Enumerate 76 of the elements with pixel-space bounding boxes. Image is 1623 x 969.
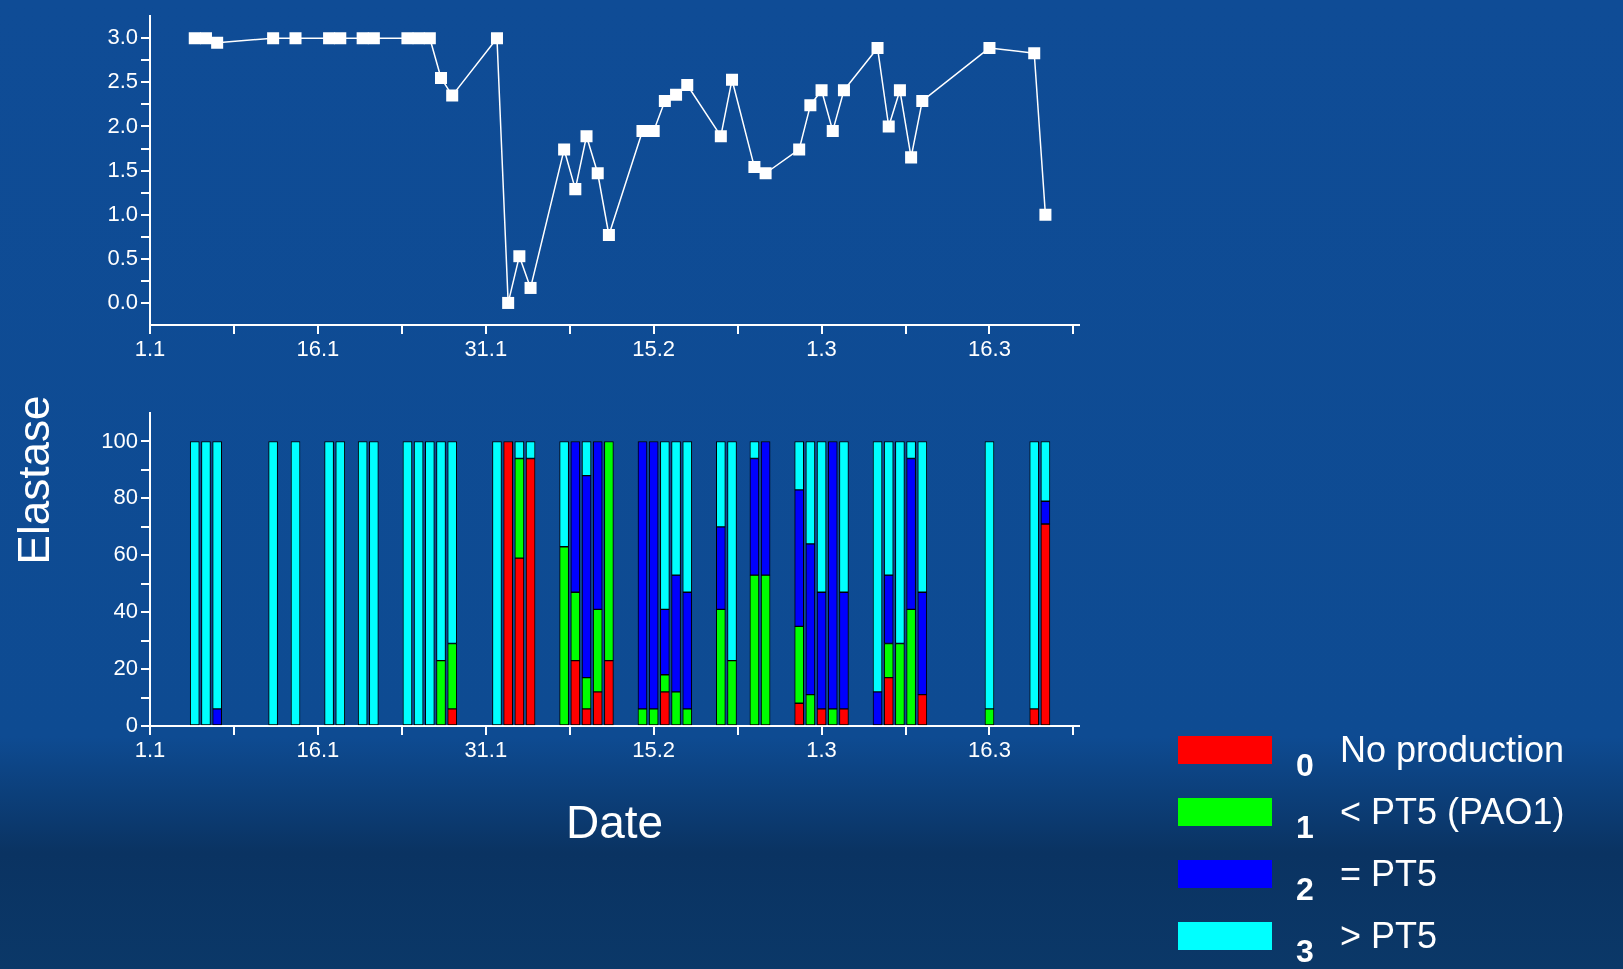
x-tick-label: 31.1 <box>464 336 508 362</box>
y-tick-label: 1.5 <box>107 156 138 182</box>
point <box>726 73 739 86</box>
point <box>267 32 280 45</box>
x-tick-label: 16.3 <box>968 336 1011 362</box>
point <box>826 124 839 137</box>
x-tick-label: 15.2 <box>632 336 676 362</box>
x-tick-label: 16.3 <box>968 737 1011 763</box>
x-axis-title: Date <box>564 795 665 849</box>
y-tick-label: 100 <box>101 427 138 453</box>
point <box>524 281 537 294</box>
point <box>323 32 336 45</box>
point <box>748 161 761 174</box>
point <box>636 124 649 137</box>
point <box>513 250 526 263</box>
point <box>916 94 929 107</box>
point <box>681 79 694 92</box>
point <box>759 167 772 180</box>
point <box>983 41 996 54</box>
point <box>602 229 615 242</box>
point <box>446 89 459 102</box>
point <box>658 94 671 107</box>
point <box>837 84 850 97</box>
legend-label: 0 No production <box>1296 729 1565 784</box>
y-tick-label: 0 <box>125 712 138 738</box>
point <box>423 32 436 45</box>
point <box>490 32 503 45</box>
legend-label: 3 > PT5 <box>1296 915 1438 969</box>
x-tick-label: 15.2 <box>632 737 676 763</box>
point <box>188 32 201 45</box>
point <box>211 36 224 49</box>
y-tick-label: 1.0 <box>107 200 138 226</box>
y-axis-title: Elastase <box>9 395 59 565</box>
y-tick-label: 60 <box>113 541 138 567</box>
x-tick-label: 1.1 <box>134 737 166 763</box>
y-tick-label: 80 <box>113 484 138 510</box>
y-tick-label: 2.5 <box>107 68 138 94</box>
point <box>1028 47 1041 60</box>
legend-label: 2 = PT5 <box>1296 853 1438 908</box>
y-tick-label: 0.5 <box>107 244 138 270</box>
point <box>804 99 817 112</box>
y-tick-label: 0.0 <box>107 289 138 315</box>
point <box>289 32 302 45</box>
point <box>199 32 212 45</box>
point <box>1039 208 1052 221</box>
x-tick-label: 1.3 <box>806 336 837 362</box>
point <box>401 32 414 45</box>
point <box>334 32 347 45</box>
point <box>793 143 806 156</box>
point <box>893 84 906 97</box>
x-tick-label: 31.1 <box>464 737 508 763</box>
y-tick-label: 3.0 <box>107 24 138 50</box>
point <box>905 151 918 164</box>
point <box>580 130 593 143</box>
point <box>591 167 604 180</box>
point <box>367 32 380 45</box>
point <box>356 32 369 45</box>
point <box>714 130 727 143</box>
point <box>569 183 582 196</box>
point <box>882 120 895 133</box>
point <box>502 296 515 309</box>
x-tick-label: 1.1 <box>134 336 166 362</box>
point <box>412 32 425 45</box>
x-tick-label: 1.3 <box>806 737 837 763</box>
x-tick-label: 16.1 <box>296 737 340 763</box>
point <box>647 124 660 137</box>
point <box>871 41 884 54</box>
y-tick-label: 20 <box>113 655 138 681</box>
point <box>670 88 683 101</box>
y-tick-label: 2.0 <box>107 112 138 138</box>
point <box>558 143 571 156</box>
y-tick-label: 40 <box>113 598 138 624</box>
point <box>815 84 828 97</box>
legend-label: 1 < PT5 (PAO1) <box>1296 791 1565 846</box>
x-tick-label: 16.1 <box>296 336 340 362</box>
point <box>435 71 448 84</box>
